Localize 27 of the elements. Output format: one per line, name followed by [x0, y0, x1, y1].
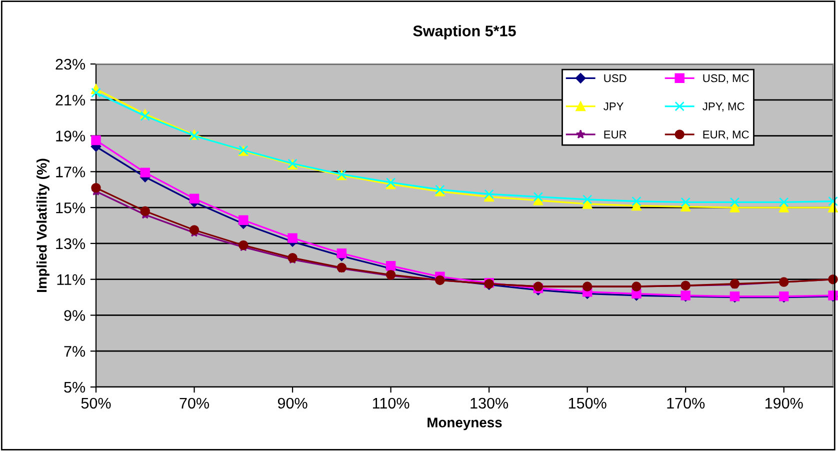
legend-label: JPY, MC: [702, 102, 744, 112]
legend-label: JPY: [604, 102, 624, 110]
legend-label: EUR: [604, 130, 626, 138]
x-tick-label: 90%: [278, 398, 308, 409]
x-tick-label: 50%: [81, 398, 111, 409]
y-tick-label: 7%: [64, 346, 86, 357]
x-tick-label: 70%: [180, 398, 210, 409]
x-tick-label: 170%: [667, 398, 705, 409]
y-tick-label: 9%: [64, 310, 86, 321]
y-tick-label: 11%: [57, 274, 86, 285]
y-axis-title: Implied Volatility (%): [36, 158, 50, 292]
y-tick-label: 19%: [56, 130, 86, 142]
y-tick-label: 5%: [64, 382, 86, 393]
legend-label: USD, MC: [703, 74, 749, 84]
x-axis-title: Moneyness: [428, 418, 502, 430]
x-tick-label: 130%: [470, 398, 508, 409]
legend-label: USD: [604, 74, 626, 82]
y-tick-label: 17%: [56, 166, 86, 178]
y-tick-label: 13%: [56, 238, 86, 250]
legend-label: EUR, MC: [703, 130, 749, 140]
chart-title: Swaption 5*15: [413, 25, 516, 40]
x-tick-label: 150%: [568, 398, 606, 409]
x-tick-label: 190%: [765, 398, 803, 409]
y-tick-label: 21%: [56, 94, 86, 106]
y-tick-label: 23%: [56, 58, 86, 70]
y-tick-label: 15%: [56, 202, 86, 214]
x-tick-label: 110%: [372, 398, 410, 409]
